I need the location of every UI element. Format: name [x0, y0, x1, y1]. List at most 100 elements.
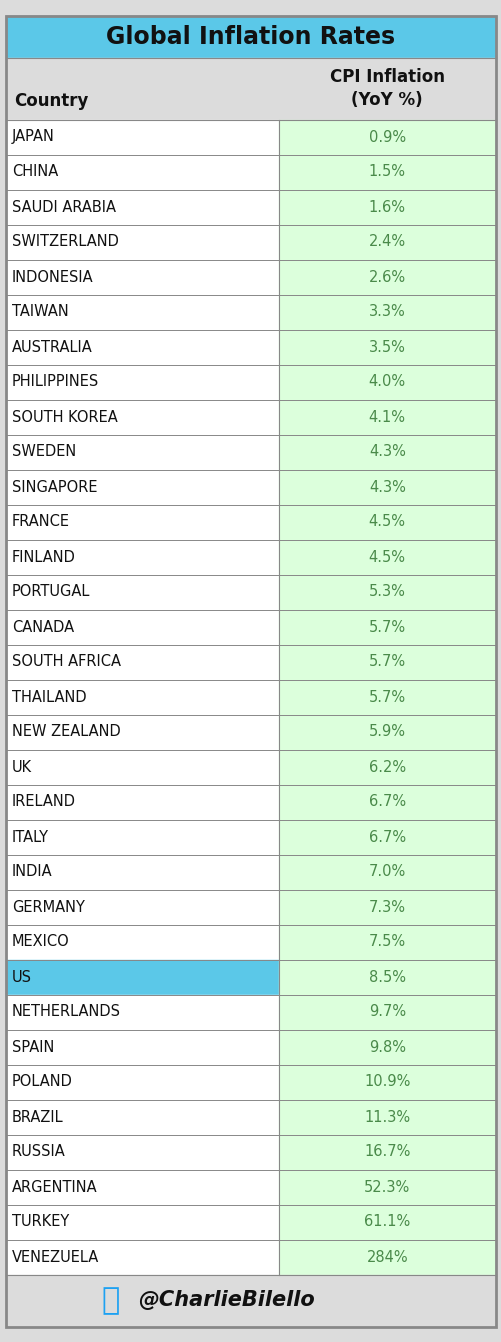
Text: 11.3%: 11.3% [364, 1110, 409, 1125]
Text: 4.5%: 4.5% [368, 549, 405, 565]
Bar [6, 994, 278, 1029]
Text: 4.3%: 4.3% [368, 444, 405, 459]
Bar [6, 714, 278, 749]
Bar [278, 890, 495, 925]
Bar [6, 890, 278, 925]
Text: 4.1%: 4.1% [368, 409, 405, 424]
Text: 2.6%: 2.6% [368, 270, 405, 285]
Bar [278, 644, 495, 679]
Text: 7.0%: 7.0% [368, 864, 405, 879]
Bar [6, 189, 278, 224]
Text: NEW ZEALAND: NEW ZEALAND [12, 725, 121, 739]
Bar [278, 154, 495, 189]
Bar [278, 1205, 495, 1240]
Bar [6, 1029, 278, 1064]
Bar [6, 539, 278, 574]
Bar [278, 1134, 495, 1169]
Bar [6, 1275, 495, 1326]
Text: 7.3%: 7.3% [368, 899, 405, 914]
Text: Global Inflation Rates: Global Inflation Rates [106, 24, 395, 48]
Bar [278, 294, 495, 330]
Text: 5.7%: 5.7% [368, 655, 405, 670]
Bar [278, 224, 495, 259]
Bar [278, 960, 495, 994]
Bar [6, 259, 278, 294]
Bar [6, 330, 278, 365]
Bar [6, 154, 278, 189]
Text: CANADA: CANADA [12, 620, 74, 635]
Bar [6, 1205, 278, 1240]
Text: IRELAND: IRELAND [12, 794, 76, 809]
Text: 3.3%: 3.3% [368, 305, 405, 319]
Text: 🐦: 🐦 [101, 1286, 119, 1315]
Text: 9.8%: 9.8% [368, 1040, 405, 1055]
Text: TAIWAN: TAIWAN [12, 305, 69, 319]
Bar [6, 785, 278, 820]
Bar [278, 574, 495, 609]
Bar [6, 470, 278, 505]
Text: SPAIN: SPAIN [12, 1040, 54, 1055]
Text: 5.9%: 5.9% [368, 725, 405, 739]
Bar [6, 365, 278, 400]
Bar [6, 1099, 278, 1134]
Text: 5.7%: 5.7% [368, 690, 405, 705]
Text: 1.5%: 1.5% [368, 165, 405, 180]
Bar [278, 189, 495, 224]
Bar [278, 855, 495, 890]
Bar [6, 925, 278, 960]
Text: 52.3%: 52.3% [363, 1180, 410, 1194]
Bar [6, 644, 278, 679]
Text: UK: UK [12, 760, 32, 774]
Text: AUSTRALIA: AUSTRALIA [12, 340, 93, 354]
Bar [6, 119, 278, 154]
Text: 5.7%: 5.7% [368, 620, 405, 635]
Bar [278, 505, 495, 539]
Text: SOUTH AFRICA: SOUTH AFRICA [12, 655, 121, 670]
Bar [278, 925, 495, 960]
Text: FINLAND: FINLAND [12, 549, 76, 565]
Text: 10.9%: 10.9% [363, 1075, 410, 1090]
Text: 6.2%: 6.2% [368, 760, 405, 774]
Text: CHINA: CHINA [12, 165, 58, 180]
Text: RUSSIA: RUSSIA [12, 1145, 66, 1159]
Text: POLAND: POLAND [12, 1075, 73, 1090]
Bar [6, 1064, 278, 1099]
Bar [6, 1240, 278, 1275]
Bar [278, 714, 495, 749]
Bar [278, 119, 495, 154]
Text: 7.5%: 7.5% [368, 934, 405, 950]
Text: THAILAND: THAILAND [12, 690, 87, 705]
Bar [6, 400, 278, 435]
Bar [278, 749, 495, 785]
Text: 4.5%: 4.5% [368, 514, 405, 530]
Bar [6, 1134, 278, 1169]
Text: @CharlieBilello: @CharlieBilello [138, 1291, 315, 1311]
Bar [278, 365, 495, 400]
Text: 5.3%: 5.3% [368, 585, 405, 600]
Text: SOUTH KOREA: SOUTH KOREA [12, 409, 118, 424]
Text: SINGAPORE: SINGAPORE [12, 479, 97, 494]
Text: 61.1%: 61.1% [363, 1215, 410, 1229]
Text: SWEDEN: SWEDEN [12, 444, 76, 459]
Bar [6, 609, 278, 644]
Bar [278, 435, 495, 470]
Text: 6.7%: 6.7% [368, 794, 405, 809]
Bar [278, 1029, 495, 1064]
Text: 2.4%: 2.4% [368, 235, 405, 250]
Bar [6, 749, 278, 785]
Text: INDIA: INDIA [12, 864, 53, 879]
Text: JAPAN: JAPAN [12, 129, 55, 145]
Bar [278, 330, 495, 365]
Bar [278, 400, 495, 435]
Text: GERMANY: GERMANY [12, 899, 85, 914]
Text: 9.7%: 9.7% [368, 1005, 405, 1020]
Bar [6, 1169, 278, 1205]
Bar [278, 1099, 495, 1134]
Bar [278, 259, 495, 294]
Bar [278, 1064, 495, 1099]
Text: 284%: 284% [366, 1249, 407, 1264]
Text: TURKEY: TURKEY [12, 1215, 69, 1229]
Bar [6, 435, 278, 470]
Bar [6, 224, 278, 259]
Bar [6, 855, 278, 890]
